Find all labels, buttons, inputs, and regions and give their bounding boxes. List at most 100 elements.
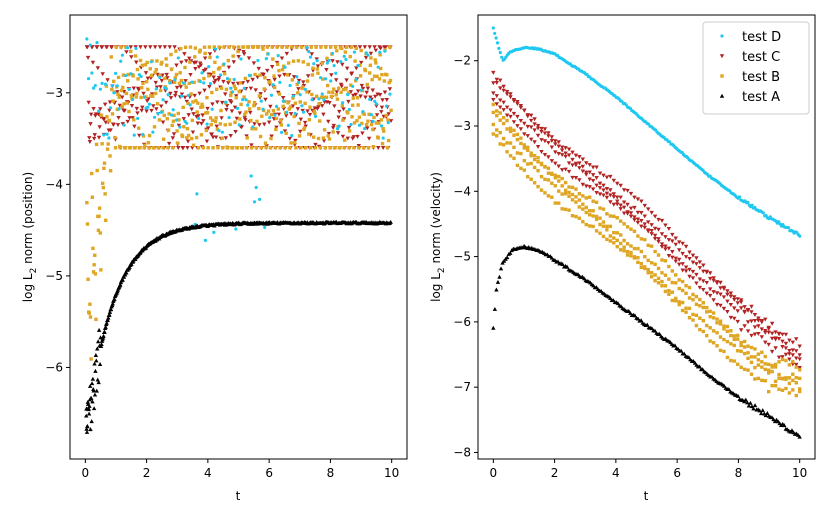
test-b-point bbox=[553, 201, 557, 205]
test-a-point bbox=[112, 296, 117, 301]
test-b-point bbox=[643, 237, 647, 242]
test-c-point bbox=[794, 356, 799, 361]
test-b-point bbox=[260, 114, 264, 118]
position-x-axis-label: t bbox=[236, 489, 241, 503]
test-b-point bbox=[327, 137, 332, 141]
test-c-point bbox=[559, 145, 565, 150]
test-b-point bbox=[208, 55, 212, 60]
test-c-point bbox=[508, 114, 513, 119]
test-b-point bbox=[195, 110, 199, 114]
test-c-point bbox=[738, 300, 744, 305]
test-c-point bbox=[104, 45, 110, 50]
test-c-point bbox=[99, 45, 105, 50]
test-c-point bbox=[213, 135, 219, 140]
test-c-point bbox=[96, 112, 101, 117]
test-b-point bbox=[567, 190, 571, 195]
test-b-point bbox=[165, 117, 170, 121]
velocity-x-tick-label: 8 bbox=[735, 466, 743, 480]
test-d-point bbox=[129, 72, 133, 76]
test-c-point bbox=[374, 113, 380, 118]
test-a-point bbox=[99, 342, 104, 347]
velocity-x-ticks: 0 2 4 6 8 10 bbox=[489, 459, 807, 480]
test-b-point bbox=[491, 122, 496, 127]
test-b-point bbox=[680, 308, 685, 313]
test-b-point bbox=[605, 224, 609, 229]
test-b-point bbox=[128, 146, 132, 150]
test-b-point bbox=[612, 214, 616, 219]
test-b-point bbox=[526, 148, 530, 152]
test-b-point bbox=[557, 179, 561, 183]
test-c-point bbox=[143, 45, 148, 50]
test-b-point bbox=[615, 231, 619, 235]
test-b-point bbox=[226, 58, 230, 63]
test-c-point bbox=[491, 91, 496, 96]
test-b-point bbox=[491, 132, 496, 136]
test-b-point bbox=[344, 87, 348, 91]
test-c-point bbox=[714, 302, 720, 307]
test-c-point bbox=[642, 222, 647, 227]
test-b-point bbox=[670, 269, 675, 273]
test-b-point bbox=[121, 73, 126, 77]
test-c-point bbox=[594, 176, 599, 180]
test-b-point bbox=[632, 229, 637, 233]
test-b-point bbox=[643, 265, 647, 269]
test-b-point bbox=[185, 136, 189, 140]
test-d-point bbox=[110, 84, 114, 88]
test-c-point bbox=[766, 325, 771, 330]
test-c-point bbox=[549, 138, 555, 143]
test-c-point bbox=[229, 109, 235, 114]
test-b-point bbox=[239, 102, 243, 107]
test-c-point bbox=[783, 332, 789, 337]
test-c-point bbox=[163, 100, 169, 105]
test-a-point bbox=[85, 399, 91, 404]
test-b-point bbox=[505, 141, 509, 145]
test-b-point bbox=[591, 224, 595, 229]
test-c-point bbox=[542, 131, 548, 136]
test-c-point bbox=[213, 78, 218, 83]
test-a-point bbox=[103, 324, 108, 329]
position-y-ticks: −6−5−4−3 bbox=[45, 86, 70, 374]
test-b-point bbox=[387, 80, 391, 85]
test-d-point bbox=[197, 116, 201, 121]
test-b-point bbox=[219, 108, 223, 113]
test-c-point bbox=[202, 88, 207, 93]
test-d-point bbox=[132, 133, 136, 137]
test-c-point bbox=[615, 199, 620, 204]
test-a-point bbox=[743, 397, 748, 402]
test-b-point bbox=[653, 249, 657, 254]
test-d-point bbox=[293, 111, 297, 116]
test-d-point bbox=[127, 87, 131, 91]
test-c-point bbox=[587, 177, 592, 182]
test-b-point bbox=[715, 321, 719, 325]
test-c-point bbox=[511, 120, 517, 125]
test-b-point bbox=[161, 146, 165, 150]
test-b-point bbox=[194, 135, 199, 140]
test-c-point bbox=[387, 87, 393, 92]
test-c-point bbox=[198, 63, 204, 68]
test-c-point bbox=[372, 45, 377, 50]
test-c-point bbox=[618, 195, 623, 200]
test-d-point bbox=[235, 106, 240, 110]
test-b-point bbox=[158, 88, 163, 93]
test-c-point bbox=[542, 127, 548, 132]
test-d-point bbox=[119, 59, 123, 63]
test-b-point bbox=[175, 129, 179, 133]
test-c-point bbox=[707, 287, 713, 292]
test-c-point bbox=[241, 49, 246, 54]
test-c-point bbox=[745, 329, 751, 334]
test-b-point bbox=[746, 368, 750, 372]
test-b-point bbox=[90, 171, 94, 176]
test-d-point bbox=[356, 63, 360, 68]
test-b-point bbox=[312, 109, 316, 114]
test-a-point bbox=[632, 313, 638, 318]
test-b-point bbox=[746, 351, 750, 355]
test-c-point bbox=[183, 79, 188, 84]
test-b-point bbox=[698, 304, 702, 308]
test-b-point bbox=[667, 277, 671, 281]
test-c-point bbox=[498, 105, 503, 110]
test-b-point bbox=[328, 146, 332, 150]
test-c-point bbox=[546, 155, 551, 160]
test-b-point bbox=[598, 231, 602, 235]
test-c-point bbox=[563, 151, 568, 156]
